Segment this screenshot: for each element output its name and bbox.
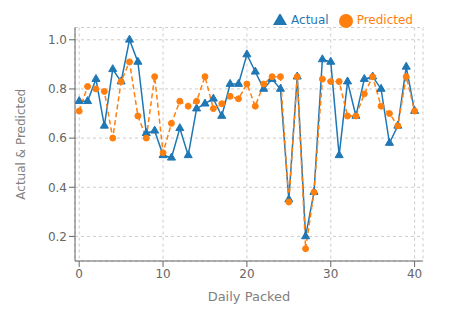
svg-text:10: 10 bbox=[155, 267, 170, 281]
svg-text:20: 20 bbox=[239, 267, 254, 281]
svg-text:Actual & Predicted: Actual & Predicted bbox=[14, 89, 28, 200]
svg-text:0.6: 0.6 bbox=[48, 131, 67, 145]
svg-text:30: 30 bbox=[323, 267, 338, 281]
svg-text:40: 40 bbox=[407, 267, 422, 281]
html-text:Predicted: Predicted bbox=[356, 13, 413, 27]
svg-text:0.2: 0.2 bbox=[48, 230, 67, 244]
svg-text:0.8: 0.8 bbox=[48, 82, 67, 96]
html-text:Actual: Actual bbox=[291, 13, 329, 27]
svg-text:0: 0 bbox=[75, 267, 83, 281]
svg-text:1.0: 1.0 bbox=[48, 33, 67, 47]
svg-text:Daily Packed: Daily Packed bbox=[208, 289, 291, 304]
svg-text:0.4: 0.4 bbox=[48, 181, 67, 195]
